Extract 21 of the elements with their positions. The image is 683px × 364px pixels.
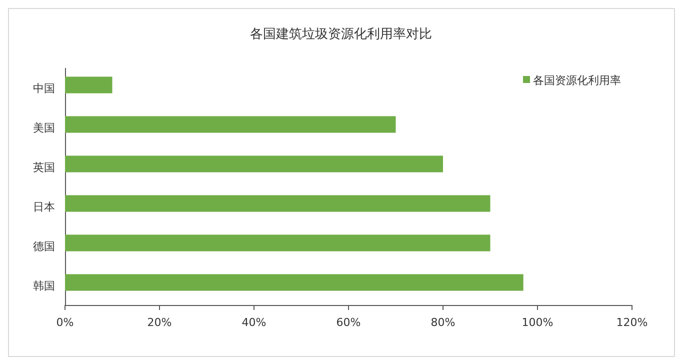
bar <box>65 195 490 212</box>
x-tick-label: 0% <box>56 316 74 329</box>
x-tick-label: 20% <box>147 316 172 329</box>
y-tick-label: 韩国 <box>33 279 55 292</box>
bar <box>65 116 396 133</box>
bar <box>65 234 490 252</box>
y-tick-label: 中国 <box>33 82 55 95</box>
bar <box>65 156 443 172</box>
x-tick-label: 60% <box>336 316 361 329</box>
y-tick-label: 美国 <box>33 121 55 134</box>
x-tick-label: 120% <box>616 316 648 329</box>
y-tick-label: 德国 <box>33 240 55 253</box>
x-tick-label: 80% <box>430 316 456 329</box>
x-tick-label: 40% <box>242 316 266 329</box>
bar <box>65 274 524 291</box>
chart-title: 各国建筑垃圾资源化利用率对比 <box>250 26 432 42</box>
legend-label: 各国资源化利用率 <box>533 74 621 87</box>
x-tick-label: 100% <box>522 316 554 329</box>
bar <box>65 76 112 94</box>
y-tick-label: 日本 <box>33 200 55 214</box>
y-tick-label: 英国 <box>33 160 55 174</box>
